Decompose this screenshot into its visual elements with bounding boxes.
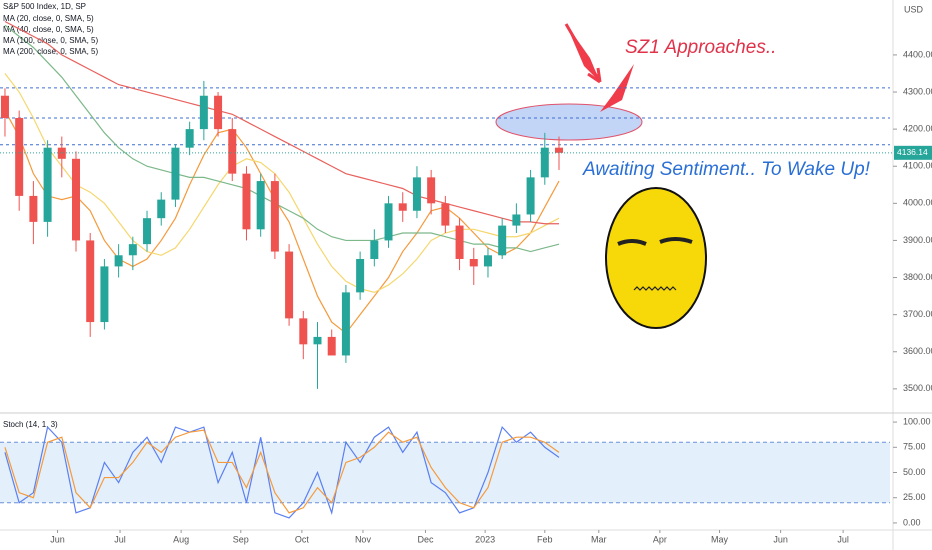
ma-line: [4, 73, 560, 294]
x-tick-label: Jul: [837, 534, 849, 544]
y-tick-label: 4200.00: [903, 123, 932, 133]
candle-body: [441, 203, 450, 226]
y-tick-label: 3600.00: [903, 346, 932, 356]
candle-body: [185, 129, 194, 148]
candle-body: [512, 214, 521, 226]
x-tick-label: Feb: [537, 534, 553, 544]
candle-body: [285, 251, 294, 319]
y-tick-label: 0.00: [903, 517, 921, 527]
x-tick-label: Sep: [233, 534, 249, 544]
candle-body: [100, 266, 109, 323]
y-tick-label: 4100.00: [903, 161, 932, 171]
candle-body: [370, 240, 379, 259]
x-tick-label: Dec: [417, 534, 434, 544]
candle-body: [540, 147, 549, 178]
candle-body: [270, 181, 279, 252]
candle-body: [143, 218, 152, 245]
candle-body: [526, 177, 535, 215]
candle-body: [171, 147, 180, 200]
candle-body: [299, 318, 308, 345]
candle-body: [0, 95, 9, 118]
candle-body: [483, 255, 492, 267]
candle-body: [412, 177, 421, 211]
candle-body: [455, 225, 464, 259]
y-tick-label: 50.00: [903, 467, 926, 477]
ma-line: [4, 20, 560, 225]
x-tick-label: Jun: [50, 534, 65, 544]
last-price-tag: [894, 145, 932, 160]
x-tick-label: 2023: [475, 534, 495, 544]
arrow-head: [600, 64, 634, 112]
candle-body: [15, 117, 24, 196]
annotation: SZ1 Approaches..: [625, 37, 776, 58]
candle-body: [157, 199, 166, 219]
y-tick-label: 25.00: [903, 492, 926, 502]
zone-ellipse: [495, 103, 643, 141]
candle-body: [199, 95, 208, 130]
emoji-eyes: [617, 237, 693, 246]
y-tick-label: 4300.00: [903, 86, 932, 96]
candle-body: [86, 240, 95, 323]
candle-body: [555, 147, 564, 153]
y-tick-label: 3900.00: [903, 235, 932, 245]
candle-body: [43, 147, 52, 222]
currency: USD: [904, 4, 924, 14]
x-tick-label: Jul: [114, 534, 126, 544]
stoch-line: [4, 429, 560, 514]
stoch-title: Stoch (14, 1, 3): [3, 420, 58, 429]
candle-body: [327, 336, 336, 356]
candle-body: [469, 258, 478, 267]
last-price-label: 4136.14: [897, 147, 928, 157]
candle-body: [341, 292, 350, 356]
legend-entry: MA (200, close, 0, SMA, 5): [3, 47, 98, 56]
candle-body: [256, 181, 265, 230]
x-tick-label: Nov: [355, 534, 372, 544]
x-tick-label: Apr: [653, 534, 667, 544]
candle-body: [228, 129, 237, 174]
arrow-head: [566, 24, 600, 82]
x-tick-label: Mar: [591, 534, 607, 544]
candle-body: [242, 173, 251, 230]
candle-body: [313, 336, 322, 345]
legend-entry: MA (20, close, 0, SMA, 5): [3, 14, 94, 23]
emoji-face: [605, 187, 707, 329]
y-tick-label: 75.00: [903, 442, 926, 452]
y-tick-label: 100.00: [903, 416, 931, 426]
candle-body: [57, 147, 66, 159]
candle-body: [398, 203, 407, 211]
legend-entry: MA (100, close, 0, SMA, 5): [3, 36, 98, 45]
candle-body: [29, 195, 38, 222]
y-tick-label: 4400.00: [903, 49, 932, 59]
x-tick-label: Jun: [773, 534, 788, 544]
stoch-line: [4, 425, 560, 519]
candle-body: [427, 177, 436, 204]
ma-line: [4, 110, 560, 335]
y-tick-label: 3800.00: [903, 272, 932, 282]
emoji-mouth: [633, 286, 677, 291]
candle-body: [128, 244, 137, 256]
ma-line: [4, 24, 560, 253]
x-tick-label: May: [711, 534, 729, 544]
legend-entry: MA (40, close, 0, SMA, 5): [3, 25, 94, 34]
annotation: Awaiting Sentiment.. To Wake Up!: [582, 159, 871, 180]
y-tick-label: 3500.00: [903, 383, 932, 393]
candle-body: [114, 255, 123, 267]
y-tick-label: 4000.00: [903, 198, 932, 208]
candle-body: [356, 258, 365, 293]
x-tick-label: Aug: [173, 534, 189, 544]
candle-body: [214, 95, 223, 130]
candle-body: [72, 158, 81, 241]
chart-title: S&P 500 Index, 1D, SP: [3, 2, 86, 11]
candle-body: [498, 225, 507, 256]
x-tick-label: Oct: [295, 534, 310, 544]
candle-body: [384, 203, 393, 241]
y-tick-label: 3700.00: [903, 309, 932, 319]
